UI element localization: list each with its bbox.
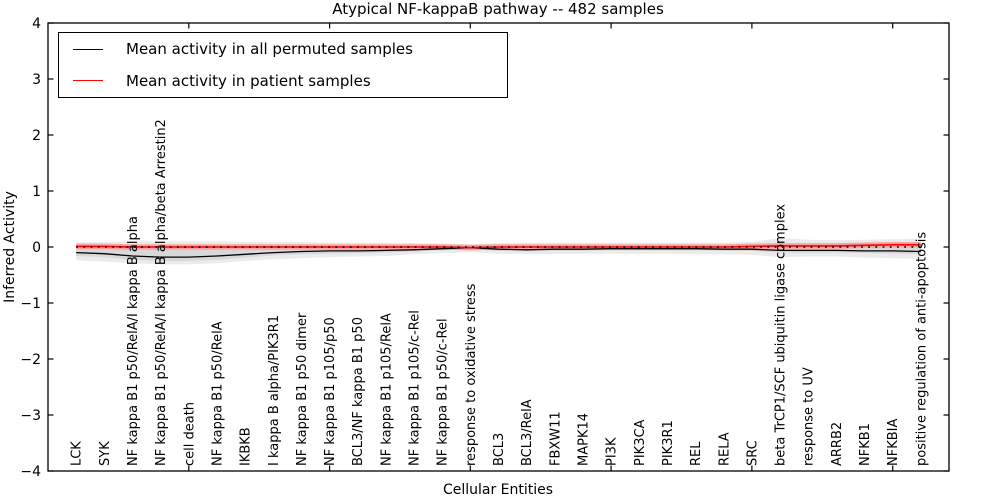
- x-category-label: BCL3/NF kappa B1 p50: [351, 317, 366, 466]
- x-category-label: I kappa B alpha/PIK3R1: [267, 315, 282, 466]
- axes-layer: [47, 22, 950, 472]
- x-category-label: FBXW11: [548, 411, 563, 466]
- bands-layer: [76, 238, 921, 265]
- x-category-label: NF kappa B1 p50/c-Rel: [436, 318, 451, 466]
- y-tick-label: 2: [32, 128, 41, 144]
- x-category-label: ARRB2: [830, 422, 845, 466]
- y-axis-label: Inferred Activity: [2, 191, 18, 303]
- x-category-label: RELA: [717, 432, 732, 466]
- x-category-label: NF kappa B1 p50/RelA: [210, 321, 225, 466]
- x-category-label: NF kappa B1 p105/p50: [323, 317, 338, 466]
- x-category-label: positive regulation of anti-apoptosis: [914, 232, 929, 466]
- x-category-label: cell death: [182, 402, 197, 466]
- legend: Mean activity in all permuted samples Me…: [58, 32, 508, 98]
- y-tick-label: −4: [20, 464, 41, 480]
- x-category-label: NFKBIA: [886, 419, 901, 466]
- x-category-label: PI3K: [605, 437, 620, 466]
- x-category-label: IKBKB: [239, 427, 254, 466]
- x-category-label: PIK3R1: [661, 420, 676, 466]
- x-category-label: NF kappa B1 p105/RelA: [379, 313, 394, 466]
- y-tick-label: −1: [20, 296, 41, 312]
- lines-layer: [76, 244, 921, 258]
- legend-label-permuted: Mean activity in all permuted samples: [126, 40, 413, 59]
- x-category-label: MAPK14: [577, 413, 592, 466]
- x-category-label: response to oxidative stress: [464, 283, 479, 466]
- legend-entry-permuted: Mean activity in all permuted samples: [73, 34, 507, 65]
- x-category-label: SRC: [745, 440, 760, 466]
- x-category-label: beta TrCP1/SCF ubiquitin ligase complex: [774, 204, 789, 466]
- y-tick-label: 3: [32, 72, 41, 88]
- x-category-label: NF kappa B1 p50/RelA/I kappa B alpha/bet…: [154, 119, 169, 466]
- x-category-label: REL: [689, 441, 704, 466]
- x-category-label: LCK: [70, 441, 85, 466]
- y-tick-label: 1: [32, 184, 41, 200]
- x-category-label: NFKB1: [858, 423, 873, 466]
- legend-line-swatch-patient: [73, 80, 103, 82]
- x-category-label: NF kappa B1 p50 dimer: [295, 312, 310, 466]
- legend-entry-patient: Mean activity in patient samples: [73, 65, 507, 96]
- y-tick-label: −3: [20, 408, 41, 424]
- series-line-patient: [76, 244, 921, 249]
- x-axis-label: Cellular Entities: [443, 482, 553, 498]
- tick-labels-layer: −4 −3 −2 −1 0 1 2 3 4 LCK SYK NF kappa B1 p50/RelA/…: [20, 16, 929, 480]
- legend-line-swatch-permuted: [73, 48, 103, 50]
- x-category-label: SYK: [98, 441, 113, 466]
- x-category-label: BCL3/RelA: [520, 399, 535, 466]
- x-category-label: NF kappa B1 p50/RelA/I kappa B alpha: [126, 216, 141, 466]
- x-category-label: BCL3: [492, 433, 507, 466]
- x-category-label: NF kappa B1 p105/c-Rel: [408, 310, 423, 466]
- x-category-label: PIK3CA: [633, 419, 648, 466]
- y-tick-label: −2: [20, 352, 41, 368]
- x-category-label: response to UV: [802, 367, 817, 466]
- y-tick-label: 4: [32, 16, 41, 32]
- chart-title: Atypical NF-kappaB pathway -- 482 sample…: [332, 0, 664, 18]
- series-line-permuted: [76, 246, 921, 258]
- y-tick-label: 0: [32, 240, 41, 256]
- legend-label-patient: Mean activity in patient samples: [126, 71, 371, 90]
